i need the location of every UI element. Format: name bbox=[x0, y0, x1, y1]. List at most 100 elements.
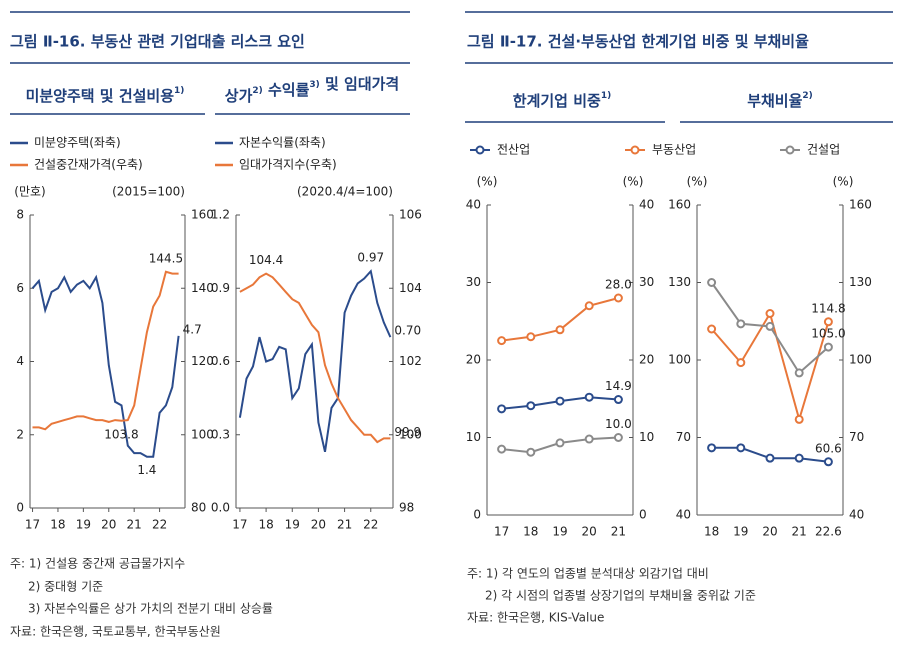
y2-unit: (%) bbox=[833, 175, 854, 189]
y-tick-label: 100 bbox=[668, 353, 691, 367]
x-tick-label: 19 bbox=[76, 518, 91, 532]
note: 3) 자본수익률은 상가 가치의 전분기 대비 상승률 bbox=[28, 602, 273, 616]
title-sup: 1) bbox=[174, 86, 184, 96]
x-tick-label: 20 bbox=[101, 518, 116, 532]
y-tick-label: 70 bbox=[676, 430, 691, 444]
series-marker bbox=[765, 453, 775, 463]
y-tick-label: 1.2 bbox=[211, 208, 230, 222]
x-tick-label: 18 bbox=[523, 525, 538, 539]
legend-label: 임대가격지수(우축) bbox=[239, 158, 337, 172]
series-marker bbox=[526, 447, 536, 457]
value-label: 60.6 bbox=[815, 441, 842, 455]
x-tick-label: 19 bbox=[552, 525, 567, 539]
title-text: 미분양주택 및 건설비용 bbox=[26, 87, 175, 105]
x-tick-label: 19 bbox=[285, 518, 300, 532]
y2-tick-label: 140 bbox=[191, 281, 214, 295]
y-tick-label: 0 bbox=[16, 501, 24, 515]
series-marker bbox=[823, 342, 833, 352]
value-label: 99.9 bbox=[394, 425, 421, 439]
panel-title: 미분양주택 및 건설비용1) bbox=[26, 86, 185, 105]
series-line bbox=[31, 274, 180, 458]
y-unit: (만호) bbox=[14, 185, 45, 199]
value-label: 104.4 bbox=[249, 253, 283, 267]
y-tick-label: 0.0 bbox=[211, 501, 230, 515]
y-tick-label: 10 bbox=[466, 430, 481, 444]
legend-label: 자본수익률(좌축) bbox=[239, 136, 326, 150]
legend-label: 전산업 bbox=[497, 143, 530, 157]
x-tick-label: 17 bbox=[25, 518, 40, 532]
y2-tick-label: 102 bbox=[399, 354, 422, 368]
series-marker bbox=[613, 433, 623, 442]
y2-unit: (%) bbox=[623, 175, 644, 189]
series-marker bbox=[526, 401, 536, 411]
value-label: 14.9 bbox=[605, 379, 632, 393]
y2-tick-label: 70 bbox=[849, 430, 864, 444]
y2-tick-label: 160 bbox=[849, 198, 872, 212]
note: 주: 1) 건설용 중간재 공급물가지수 bbox=[10, 557, 185, 571]
title-text: 및 임대가격 bbox=[320, 75, 399, 93]
x-tick-label: 21 bbox=[337, 518, 352, 532]
series-marker bbox=[707, 324, 717, 334]
series-marker bbox=[794, 453, 804, 463]
value-label: 144.5 bbox=[149, 251, 183, 265]
series-marker bbox=[555, 325, 565, 335]
y2-tick-label: 20 bbox=[639, 353, 654, 367]
series-marker bbox=[555, 438, 565, 448]
x-tick-label: 20 bbox=[762, 525, 777, 539]
y2-tick-label: 10 bbox=[639, 430, 654, 444]
series-line bbox=[238, 269, 392, 453]
y2-tick-label: 106 bbox=[399, 208, 422, 222]
series-marker bbox=[613, 293, 623, 303]
series-marker bbox=[736, 319, 746, 329]
legend-marker bbox=[785, 145, 795, 155]
series-marker bbox=[794, 368, 804, 378]
panel-title: 부채비율2) bbox=[747, 91, 813, 110]
y-tick-label: 30 bbox=[466, 275, 481, 289]
x-tick-label: 21 bbox=[611, 525, 626, 539]
y2-tick-label: 160 bbox=[191, 208, 214, 222]
legend-label: 건설중간재가격(우축) bbox=[34, 158, 143, 172]
y2-tick-label: 40 bbox=[639, 198, 654, 212]
y-tick-label: 2 bbox=[16, 427, 24, 441]
title-text: 한계기업 비중 bbox=[513, 92, 601, 110]
value-label: 0.97 bbox=[357, 251, 384, 265]
series-marker bbox=[526, 332, 536, 342]
y2-tick-label: 120 bbox=[191, 354, 214, 368]
value-label: 105.0 bbox=[811, 327, 845, 341]
y2-unit: (2020.4/4=100) bbox=[297, 185, 393, 199]
value-label: 103.8 bbox=[104, 427, 138, 441]
source: 자료: 한국은행, 국토교통부, 한국부동산원 bbox=[10, 624, 221, 639]
panel-title: 상가2) 수익률3) 및 임대가격 bbox=[225, 75, 399, 105]
y-unit: (%) bbox=[477, 175, 498, 189]
x-tick-label: 20 bbox=[311, 518, 326, 532]
note: 2) 중대형 기준 bbox=[28, 580, 103, 594]
y-tick-label: 6 bbox=[16, 281, 24, 295]
y2-tick-label: 30 bbox=[639, 275, 654, 289]
x-tick-label: 22.6 bbox=[815, 525, 842, 539]
y-tick-label: 4 bbox=[16, 354, 24, 368]
panel-title: 한계기업 비중1) bbox=[513, 91, 611, 110]
y-tick-label: 8 bbox=[16, 208, 24, 222]
value-label: 114.8 bbox=[811, 301, 845, 315]
y2-tick-label: 100 bbox=[399, 427, 422, 441]
y-tick-label: 40 bbox=[676, 508, 691, 522]
y-tick-label: 20 bbox=[466, 353, 481, 367]
y2-tick-label: 80 bbox=[191, 501, 206, 515]
series-marker bbox=[555, 396, 565, 406]
series-marker bbox=[497, 444, 507, 454]
series-marker bbox=[584, 434, 594, 444]
series-marker bbox=[613, 395, 623, 405]
series-line bbox=[239, 272, 391, 444]
x-tick-label: 17 bbox=[494, 525, 509, 539]
x-tick-label: 18 bbox=[704, 525, 719, 539]
y-tick-label: 130 bbox=[668, 275, 691, 289]
series-marker bbox=[736, 443, 746, 453]
series-marker bbox=[584, 392, 594, 402]
y2-tick-label: 98 bbox=[399, 501, 414, 515]
y2-tick-label: 100 bbox=[191, 427, 214, 441]
series-marker bbox=[765, 321, 775, 331]
y-tick-label: 0 bbox=[473, 508, 481, 522]
legend-label: 건설업 bbox=[807, 143, 840, 157]
series-marker bbox=[584, 301, 594, 311]
